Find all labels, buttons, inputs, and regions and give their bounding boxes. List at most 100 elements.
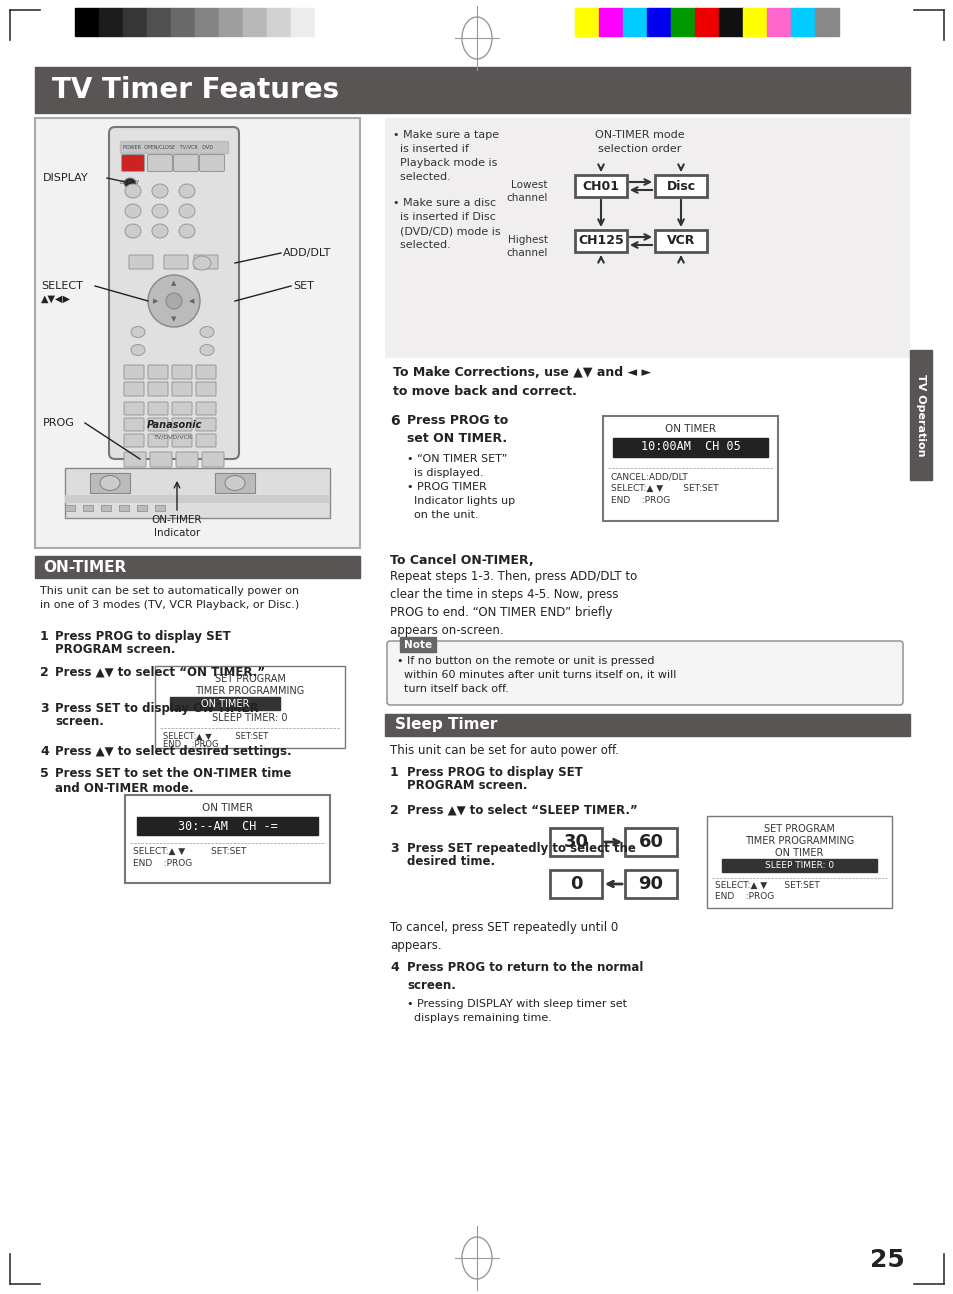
Text: Highest
channel: Highest channel (506, 236, 547, 259)
Ellipse shape (179, 204, 194, 217)
Bar (35, 67, 909, 113)
Text: ON-TIMER mode
selection order: ON-TIMER mode selection order (595, 129, 684, 154)
FancyBboxPatch shape (172, 418, 192, 431)
Ellipse shape (125, 184, 141, 198)
Text: Panasonic: Panasonic (146, 421, 201, 430)
FancyBboxPatch shape (124, 418, 144, 431)
Text: Press SET to display ON TIMER: Press SET to display ON TIMER (55, 703, 258, 716)
FancyBboxPatch shape (175, 452, 198, 467)
Bar (575, 8, 598, 36)
Ellipse shape (152, 184, 168, 198)
Bar (550, 870, 601, 898)
Text: ON TIMER: ON TIMER (202, 804, 253, 813)
Text: SLEEP TIMER: 0: SLEEP TIMER: 0 (764, 861, 833, 870)
Text: 1: 1 (390, 766, 398, 779)
Text: Press ▲▼ to select desired settings.: Press ▲▼ to select desired settings. (55, 745, 292, 758)
Bar (171, 8, 194, 36)
Text: Press ▲▼ to select “SLEEP TIMER.”: Press ▲▼ to select “SLEEP TIMER.” (407, 804, 638, 817)
Text: SELECT:▲ ▼         SET:SET: SELECT:▲ ▼ SET:SET (132, 848, 246, 857)
Bar (598, 8, 622, 36)
Bar (624, 870, 677, 898)
Text: Sleep Timer: Sleep Timer (395, 717, 497, 732)
Text: TV Timer Features: TV Timer Features (52, 76, 338, 104)
Ellipse shape (200, 344, 213, 356)
Text: Repeat steps 1-3. Then, press ADD/DLT to
clear the time in steps 4-5. Now, press: Repeat steps 1-3. Then, press ADD/DLT to… (390, 569, 637, 637)
FancyBboxPatch shape (172, 433, 192, 446)
Bar (35, 556, 359, 578)
Bar (790, 8, 814, 36)
Text: Press PROG to return to the normal
screen.: Press PROG to return to the normal scree… (407, 961, 642, 992)
Text: ▲▼◀▶: ▲▼◀▶ (41, 294, 71, 304)
Bar (655, 230, 706, 252)
Text: ADD/DLT: ADD/DLT (283, 248, 331, 258)
Bar (83, 505, 92, 511)
FancyBboxPatch shape (172, 365, 192, 379)
Text: ON TIMER: ON TIMER (664, 424, 716, 433)
Ellipse shape (100, 475, 120, 490)
Text: ▼: ▼ (172, 316, 176, 322)
FancyBboxPatch shape (148, 418, 168, 431)
Text: 4: 4 (390, 961, 398, 974)
Ellipse shape (125, 224, 141, 238)
Text: SET PROGRAM: SET PROGRAM (214, 674, 285, 685)
Text: Note: Note (403, 641, 432, 650)
Text: To cancel, press SET repeatedly until 0
appears.: To cancel, press SET repeatedly until 0 … (390, 921, 618, 952)
FancyBboxPatch shape (173, 154, 198, 172)
Text: CH01: CH01 (582, 180, 618, 193)
Text: To Make Corrections, use ▲▼ and ◄ ►
to move back and correct.: To Make Corrections, use ▲▼ and ◄ ► to m… (393, 366, 651, 399)
FancyBboxPatch shape (195, 382, 215, 396)
FancyBboxPatch shape (129, 255, 152, 269)
Text: POWER  OPEN/CLOSE   TV/VCR   DVD: POWER OPEN/CLOSE TV/VCR DVD (123, 145, 213, 150)
Text: VCR: VCR (666, 234, 695, 247)
FancyBboxPatch shape (148, 433, 168, 446)
Text: Lowest
channel: Lowest channel (506, 180, 547, 203)
Ellipse shape (225, 475, 245, 490)
FancyBboxPatch shape (164, 255, 188, 269)
Text: Disc: Disc (666, 180, 695, 193)
Ellipse shape (148, 276, 200, 327)
Text: DISPLAY: DISPLAY (120, 180, 140, 185)
Text: CH125: CH125 (578, 234, 623, 247)
Text: PROGRAM screen.: PROGRAM screen. (407, 779, 527, 792)
FancyBboxPatch shape (109, 127, 239, 459)
Text: screen.: screen. (55, 716, 104, 729)
Text: 30:--AM  CH -=: 30:--AM CH -= (177, 819, 277, 832)
Text: This unit can be set for auto power off.: This unit can be set for auto power off. (390, 744, 618, 757)
Text: SELECT: SELECT (41, 281, 83, 291)
FancyBboxPatch shape (193, 255, 218, 269)
Bar (154, 505, 165, 511)
FancyBboxPatch shape (387, 641, 902, 705)
Text: 25: 25 (869, 1247, 904, 1272)
Text: END    :PROG: END :PROG (132, 859, 193, 868)
Bar (99, 8, 123, 36)
Text: Press ▲▼ to select “ON TIMER.”: Press ▲▼ to select “ON TIMER.” (55, 666, 265, 679)
Bar (75, 8, 99, 36)
Text: 3: 3 (390, 842, 398, 855)
FancyBboxPatch shape (202, 452, 224, 467)
FancyBboxPatch shape (124, 433, 144, 446)
Text: 90: 90 (638, 875, 662, 893)
Text: SLEEP TIMER: 0: SLEEP TIMER: 0 (212, 713, 288, 723)
Text: • Make sure a disc
  is inserted if Disc
  (DVD/CD) mode is
  selected.: • Make sure a disc is inserted if Disc (… (393, 198, 500, 250)
Text: 60: 60 (638, 833, 662, 851)
Bar (267, 8, 291, 36)
Bar (65, 505, 75, 511)
Ellipse shape (179, 184, 194, 198)
FancyBboxPatch shape (195, 365, 215, 379)
Text: TIMER PROGRAMMING: TIMER PROGRAMMING (744, 836, 853, 846)
Text: To Cancel ON-TIMER,: To Cancel ON-TIMER, (390, 554, 533, 567)
Text: 2: 2 (390, 804, 398, 817)
Bar (622, 8, 646, 36)
Bar (624, 828, 677, 857)
FancyBboxPatch shape (124, 452, 146, 467)
Text: SELECT:▲ ▼       SET:SET: SELECT:▲ ▼ SET:SET (610, 484, 718, 493)
Text: END    :PROG: END :PROG (163, 740, 218, 749)
Bar (214, 474, 254, 493)
FancyBboxPatch shape (124, 402, 144, 415)
Bar (194, 8, 219, 36)
Bar (721, 859, 876, 872)
Text: This unit can be set to automatically power on
in one of 3 modes (TV, VCR Playba: This unit can be set to automatically po… (40, 586, 299, 609)
Bar (137, 505, 147, 511)
Text: TV/DVD/VCR: TV/DVD/VCR (154, 435, 193, 440)
Text: 0: 0 (569, 875, 581, 893)
